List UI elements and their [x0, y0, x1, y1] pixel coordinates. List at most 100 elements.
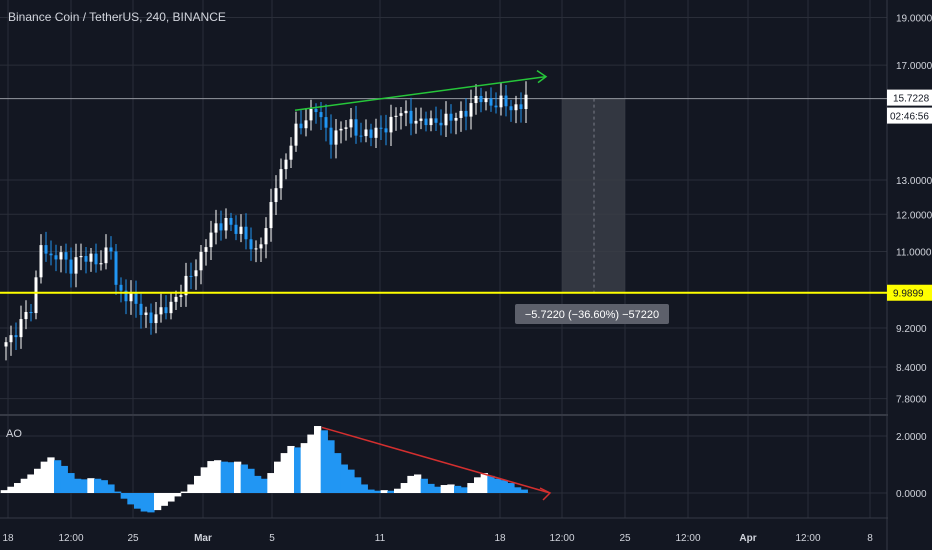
candle-body [124, 290, 128, 302]
price-tick-label: 19.0000 [896, 14, 932, 25]
candle-body [429, 118, 433, 126]
candle-body [64, 252, 68, 260]
ao-bar [320, 430, 328, 493]
ao-bar [34, 468, 42, 493]
ao-bar [94, 478, 102, 493]
candle-body [409, 110, 413, 124]
candle-body [209, 232, 213, 248]
ao-bar [340, 464, 348, 493]
ao-bar [0, 490, 8, 493]
time-tick-label: 5 [269, 533, 275, 544]
candle-body [159, 307, 163, 315]
measure-label: −5.7220 (−36.60%) −57220 [525, 309, 659, 321]
candle-body [189, 275, 193, 277]
ao-bar [487, 475, 495, 493]
ao-bar [494, 478, 502, 493]
candle-body [4, 342, 8, 347]
candle-body [104, 247, 108, 264]
candle-body [89, 253, 93, 262]
time-tick-label: 25 [127, 533, 139, 544]
candle-body [229, 217, 233, 225]
measure-label-bg [515, 304, 669, 324]
countdown-tag [887, 107, 932, 124]
candle-body [24, 311, 28, 320]
candle-body [34, 277, 38, 314]
ao-bar [294, 447, 302, 493]
indicator-title: AO [6, 428, 22, 440]
candle-body [449, 113, 453, 121]
ao-bar [400, 483, 408, 493]
ao-bar [67, 473, 75, 493]
candle-body [504, 95, 508, 107]
candle-body [69, 259, 73, 274]
ao-bar [387, 490, 395, 493]
ao-bar [54, 460, 62, 493]
candle-body [49, 253, 53, 256]
ao-bar [247, 468, 255, 493]
candle-body [289, 145, 293, 160]
last-price-label: 15.7228 [893, 94, 930, 105]
ao-bar [20, 478, 28, 493]
price-tick-label: 9.2000 [896, 324, 927, 335]
ao-bar [474, 477, 482, 493]
candle-body [134, 293, 138, 304]
ao-bar [87, 478, 95, 493]
candle-body [509, 106, 513, 111]
price-tick-label: 13.0000 [896, 176, 932, 187]
candle-body [524, 94, 528, 110]
ao-bar [314, 426, 322, 493]
candle-body [39, 245, 43, 278]
ao-bar [394, 488, 402, 493]
candle-body [54, 255, 58, 260]
ao-bar [180, 491, 188, 493]
candle-body [374, 127, 378, 138]
trend-line-down-arrowhead [539, 487, 552, 501]
time-tick-label: 12:00 [795, 533, 820, 544]
candle-body [174, 296, 178, 302]
candle-body [74, 257, 78, 274]
candle-body [149, 312, 153, 324]
ao-bar [447, 484, 455, 493]
candle-body [14, 335, 18, 338]
ao-bar [514, 487, 522, 493]
candle-body [79, 256, 83, 258]
candle-body [499, 95, 503, 108]
candle-body [199, 251, 203, 271]
ao-bar [287, 445, 295, 493]
candle-body [179, 295, 183, 297]
candle-body [224, 217, 228, 231]
ao-bar [114, 491, 122, 493]
time-tick-label: 11 [375, 533, 386, 544]
time-tick-label: 25 [619, 533, 631, 544]
ao-bar [327, 440, 335, 493]
ao-bar [300, 443, 308, 493]
ao-bar [254, 475, 262, 493]
candle-body [364, 129, 368, 137]
candle-body [144, 312, 148, 315]
ao-bar [107, 484, 115, 493]
ao-bar [194, 475, 202, 493]
time-tick-label: 18 [2, 533, 14, 544]
ao-bar [427, 483, 435, 493]
candle-body [154, 314, 158, 324]
candle-body [129, 293, 133, 302]
candle-body [254, 248, 258, 250]
candle-body [464, 110, 468, 117]
ao-bar [74, 478, 82, 493]
candle-body [314, 108, 318, 113]
candle-body [169, 301, 173, 314]
candle-body [439, 122, 443, 126]
candle-body [339, 128, 343, 131]
ao-bar [127, 493, 135, 505]
time-tick-label: 12:00 [549, 533, 574, 544]
ao-bar [40, 461, 48, 493]
candle-body [119, 284, 123, 291]
ao-bar [414, 474, 422, 493]
ao-bar [360, 484, 368, 493]
chart-title: Binance Coin / TetherUS, 240, BINANCE [8, 10, 226, 24]
trend-line-down [321, 426, 551, 494]
ao-bar [354, 477, 362, 493]
candle-body [94, 253, 98, 265]
candle-body [389, 116, 393, 133]
